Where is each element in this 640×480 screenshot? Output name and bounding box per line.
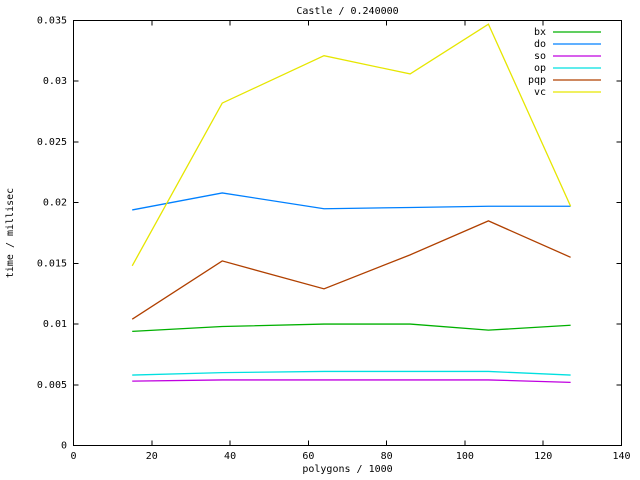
series-line-do bbox=[132, 192, 571, 211]
x-tick-label: 40 bbox=[224, 451, 236, 462]
series-line-op bbox=[132, 370, 571, 376]
plot-border bbox=[73, 20, 622, 446]
series-line-pqp bbox=[131, 220, 571, 320]
series-line-vc bbox=[131, 23, 572, 267]
series-line-so bbox=[132, 379, 571, 384]
y-tick-label: 0.03 bbox=[43, 76, 67, 87]
legend-label-pqp: pqp bbox=[528, 75, 546, 86]
x-tick-label: 120 bbox=[534, 451, 552, 462]
x-tick-label: 20 bbox=[146, 451, 158, 462]
legend-label-so: so bbox=[534, 51, 546, 62]
x-tick-label: 60 bbox=[302, 451, 314, 462]
y-tick-label: 0.02 bbox=[43, 198, 67, 209]
series-line-bx bbox=[132, 323, 571, 333]
y-tick-label: 0.015 bbox=[37, 258, 67, 269]
chart-title: Castle / 0.240000 bbox=[296, 6, 398, 17]
x-axis-label: polygons / 1000 bbox=[302, 464, 392, 475]
y-tick-label: 0.035 bbox=[37, 16, 67, 27]
y-tick-label: 0 bbox=[61, 441, 67, 452]
legend-label-bx: bx bbox=[534, 27, 546, 38]
x-tick-label: 100 bbox=[456, 451, 474, 462]
y-tick-label: 0.01 bbox=[43, 319, 67, 330]
x-tick-label: 0 bbox=[70, 451, 76, 462]
y-tick-label: 0.025 bbox=[37, 137, 67, 148]
legend-label-vc: vc bbox=[534, 87, 546, 98]
legend-label-do: do bbox=[534, 39, 546, 50]
x-tick-label: 140 bbox=[612, 451, 630, 462]
y-tick-label: 0.005 bbox=[37, 380, 67, 391]
x-tick-label: 80 bbox=[381, 451, 393, 462]
y-axis-label: time / millisec bbox=[5, 188, 16, 278]
legend-label-op: op bbox=[534, 63, 546, 74]
